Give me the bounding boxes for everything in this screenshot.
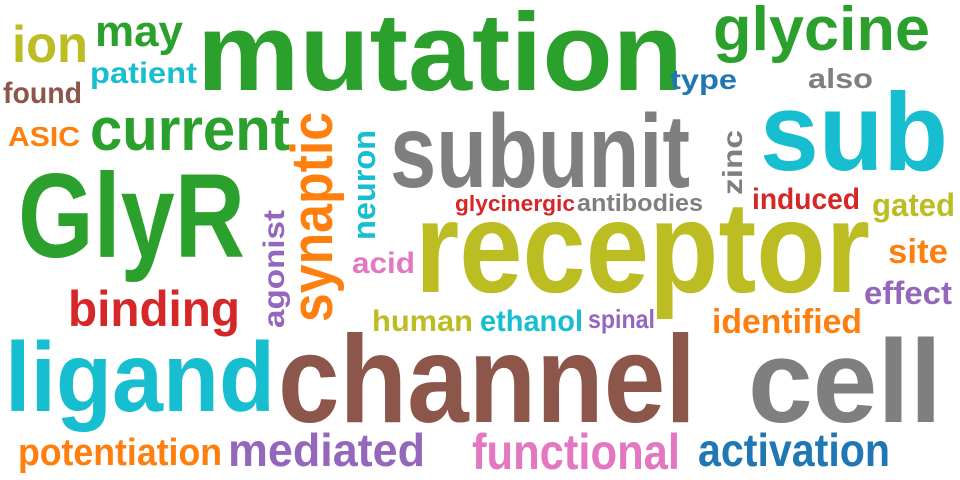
word: mediated: [228, 424, 425, 476]
word: ion: [12, 16, 88, 74]
word: subunit: [390, 94, 690, 210]
word: patient: [90, 57, 197, 90]
word: activation: [698, 424, 890, 476]
word: found: [3, 77, 82, 110]
word: acid: [352, 247, 415, 280]
word: glycine: [713, 0, 930, 64]
word: receptor: [415, 174, 870, 320]
word: sub: [760, 71, 948, 194]
word: antibodies: [577, 190, 703, 217]
word: mutation: [197, 0, 683, 114]
word: potentiation: [18, 432, 222, 474]
word: ethanol: [480, 305, 583, 338]
word: cell: [748, 316, 942, 448]
word: channel: [278, 311, 696, 449]
word: human: [372, 305, 473, 338]
word: glycinergic: [455, 191, 575, 216]
word: identified: [712, 303, 862, 341]
word: ASIC: [8, 121, 80, 152]
word: also: [808, 63, 873, 94]
word: binding: [68, 281, 240, 337]
word: synaptic: [280, 112, 345, 322]
word: effect: [864, 275, 952, 311]
word: may: [95, 7, 184, 56]
word: neuron: [346, 130, 382, 240]
word: current: [90, 96, 290, 163]
word: induced: [752, 183, 860, 216]
word: agonist: [258, 210, 291, 328]
word: zinc: [717, 130, 748, 195]
word: spinal: [588, 304, 655, 334]
word: GlyR: [18, 149, 245, 283]
word: functional: [472, 424, 680, 480]
word: site: [888, 233, 948, 271]
word: gated: [872, 187, 955, 223]
word: type: [670, 64, 737, 95]
word: ligand: [5, 322, 275, 432]
